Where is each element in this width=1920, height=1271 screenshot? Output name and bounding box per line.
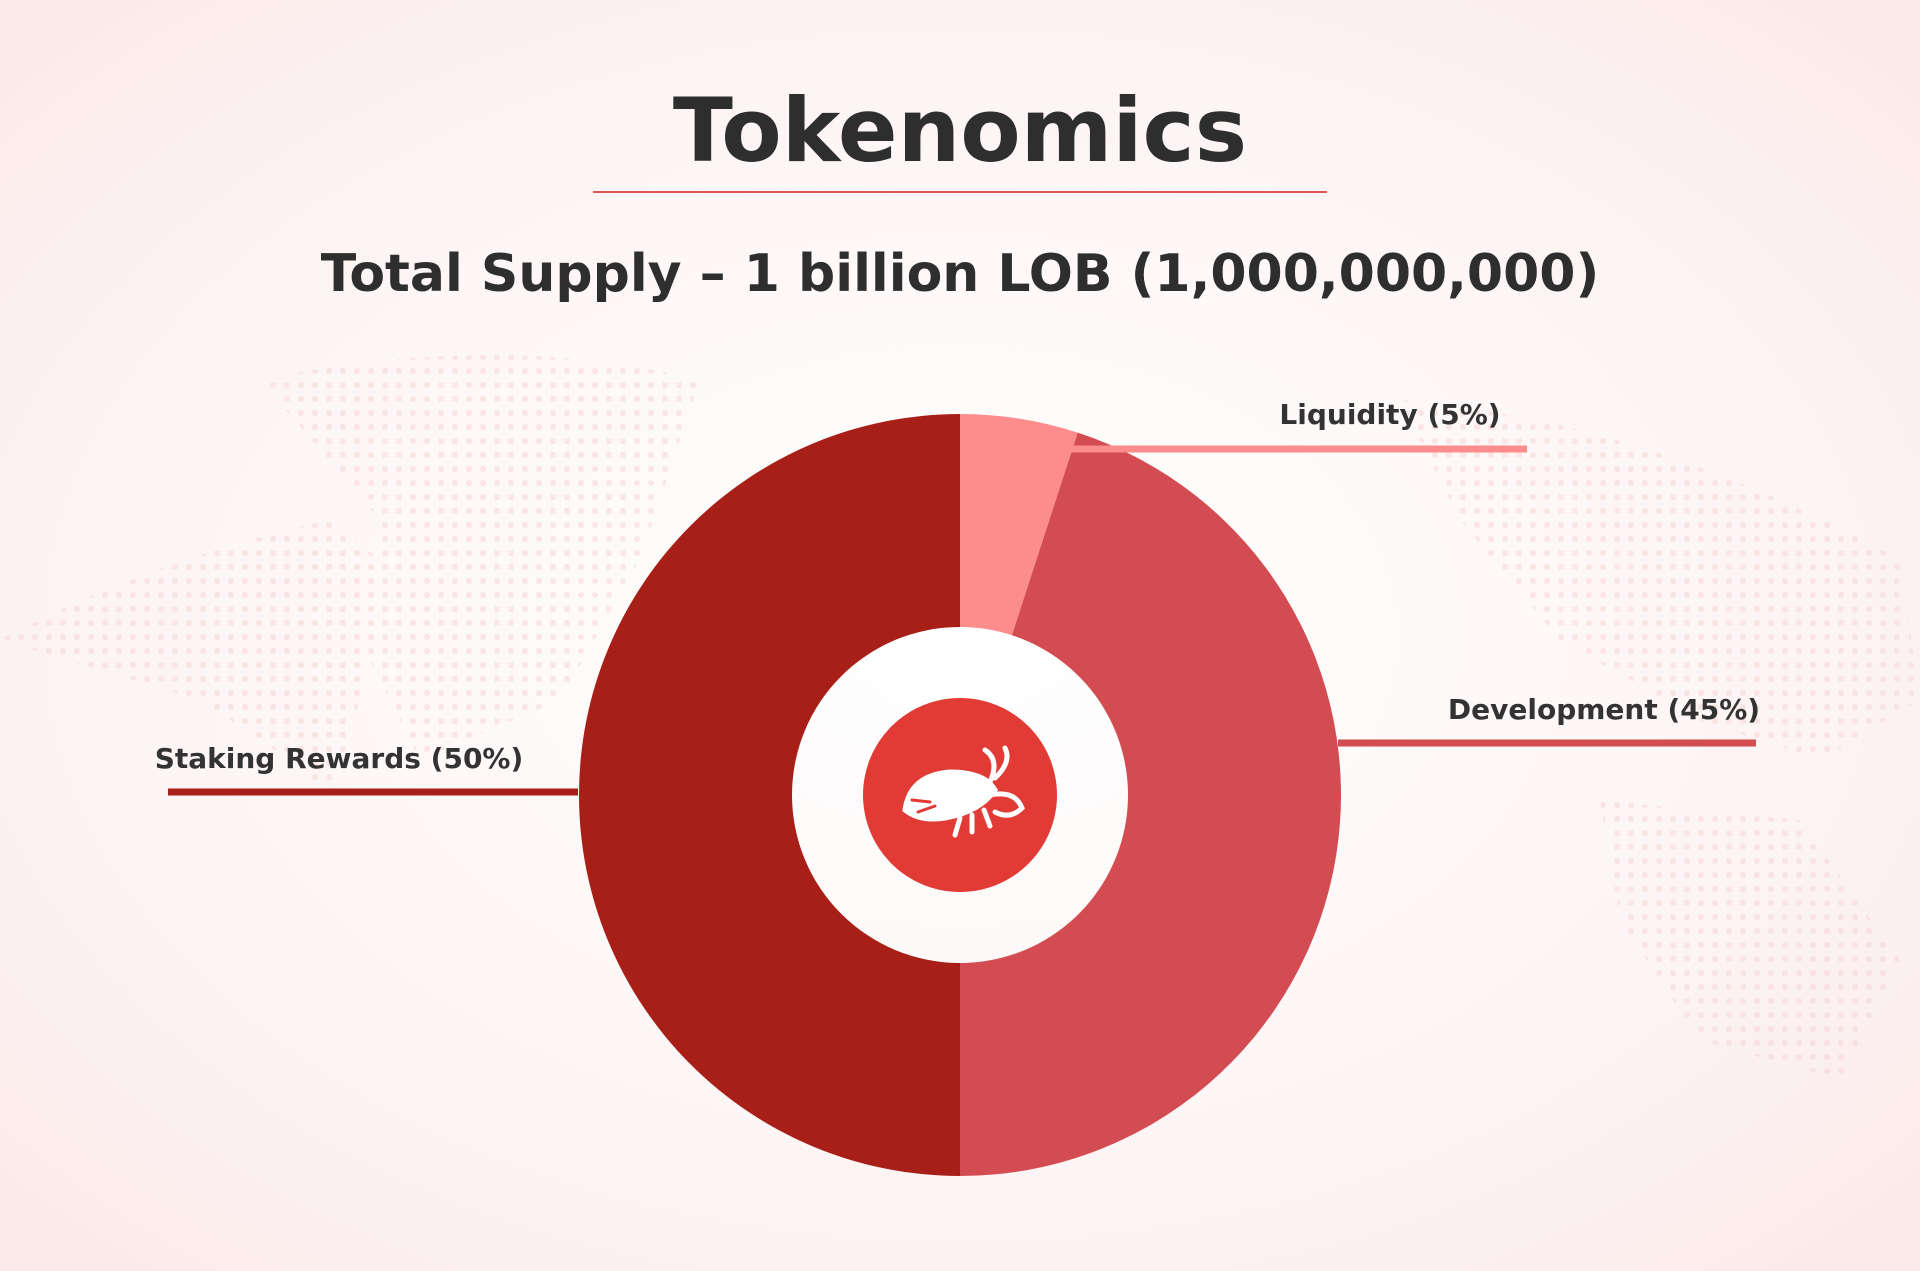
subtitle: Total Supply – 1 billion LOB (1,000,000,…: [321, 244, 1600, 304]
slice: [960, 414, 1078, 636]
world-map-dots: [0, 355, 1920, 1080]
title: Tokenomics: [673, 79, 1247, 182]
slice-label: Liquidity (5%): [1279, 398, 1500, 431]
slice-label: Development (45%): [1448, 693, 1760, 726]
slice: [579, 414, 960, 1176]
logo-icon: [902, 745, 1025, 838]
slice-label: Staking Rewards (50%): [155, 742, 524, 775]
slice: [960, 432, 1341, 1176]
donut: [579, 414, 1341, 1176]
